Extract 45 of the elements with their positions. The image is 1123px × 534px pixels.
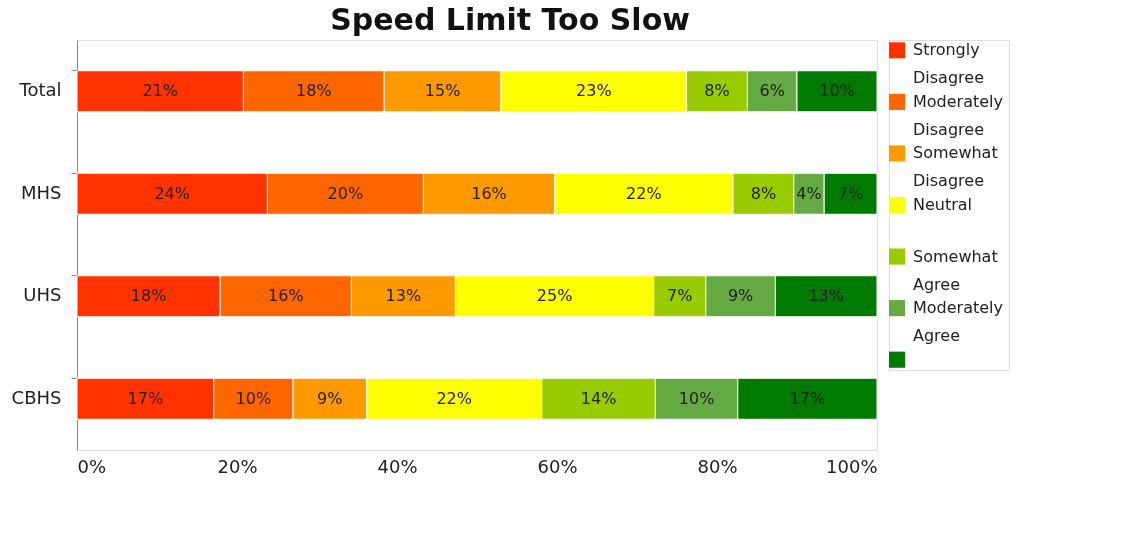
y-tick-label: CBHS [11, 386, 62, 408]
y-tick-label: MHS [21, 181, 62, 203]
data-label: 13% [385, 286, 422, 306]
data-label: 22% [626, 183, 662, 203]
data-label: 8% [704, 81, 730, 101]
data-label: 8% [750, 183, 777, 203]
data-label: 10% [819, 81, 855, 101]
x-tick-label: 60% [537, 455, 578, 477]
data-label: 6% [759, 81, 785, 101]
y-tick-label: Total [18, 79, 62, 101]
x-tick-label: 0% [77, 455, 107, 477]
y-tick-label: UHS [23, 284, 62, 306]
data-label: 18% [130, 286, 167, 306]
data-label: 24% [154, 183, 190, 203]
legend-label: Neutral [913, 195, 973, 214]
data-label: 22% [436, 388, 472, 408]
x-tick-label: 20% [217, 455, 258, 477]
data-label: 9% [727, 286, 754, 306]
legend-label: Somewhat Disagree [913, 143, 998, 191]
data-label: 17% [789, 388, 826, 408]
data-label: 7% [837, 183, 864, 203]
data-label: 4% [796, 183, 822, 203]
data-label: 7% [667, 286, 693, 306]
legend-label: Somewhat Agree [913, 246, 998, 294]
data-label: 15% [424, 81, 461, 101]
x-tick-label: 100% [826, 455, 878, 477]
data-label: 20% [327, 183, 364, 203]
data-label: 16% [471, 183, 507, 203]
legend-label: Strongly Disagree [913, 40, 984, 88]
chart-title: Speed Limit Too Slow [330, 1, 690, 37]
x-tick-label: 80% [697, 455, 738, 477]
data-label: 14% [580, 388, 617, 408]
data-label: 10% [678, 388, 715, 408]
legend-label: Moderately Agree [913, 298, 1004, 346]
data-label: 10% [235, 388, 272, 408]
data-label: 16% [268, 286, 304, 306]
legend-label: Moderately Disagree [913, 91, 1004, 139]
x-tick-label: 40% [377, 455, 418, 477]
data-label: 18% [296, 81, 332, 101]
data-label: 25% [536, 286, 573, 306]
data-label: 9% [317, 388, 343, 408]
data-label: 17% [127, 388, 164, 408]
data-label: 21% [142, 81, 178, 101]
data-label: 23% [576, 81, 612, 101]
data-label: 13% [808, 286, 844, 306]
